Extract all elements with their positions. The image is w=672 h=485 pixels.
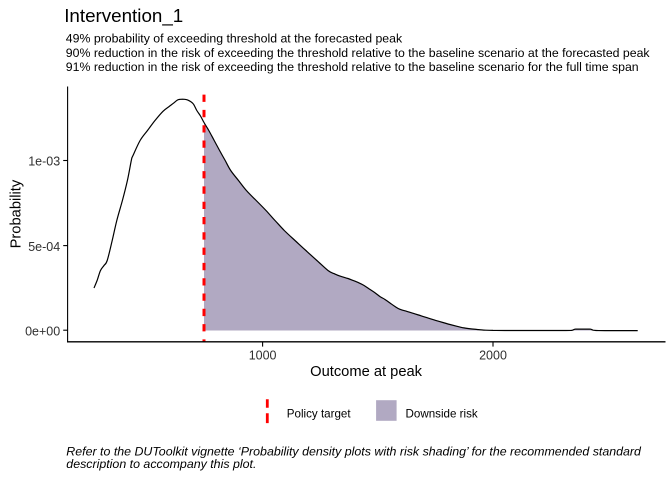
svg-text:Policy target: Policy target: [287, 408, 352, 421]
svg-text:Probability: Probability: [9, 179, 25, 248]
svg-text:Refer to the DUToolkit vignett: Refer to the DUToolkit vignette ‘Probabi…: [66, 445, 642, 459]
svg-text:90% reduction in the risk of e: 90% reduction in the risk of exceeding t…: [66, 46, 651, 60]
svg-text:0e+00: 0e+00: [25, 324, 60, 338]
svg-text:description to accompany this: description to accompany this plot.: [66, 457, 256, 471]
svg-text:1000: 1000: [249, 349, 277, 363]
svg-text:49% probability of exceeding t: 49% probability of exceeding threshold a…: [66, 31, 403, 45]
svg-text:Outcome at peak: Outcome at peak: [310, 364, 423, 380]
svg-text:5e-04: 5e-04: [28, 240, 60, 254]
svg-text:1e-03: 1e-03: [28, 155, 60, 169]
svg-text:2000: 2000: [479, 349, 507, 363]
svg-text:Downside risk: Downside risk: [406, 408, 478, 421]
svg-text:Intervention_1: Intervention_1: [64, 5, 183, 27]
svg-text:91% reduction in the risk of e: 91% reduction in the risk of exceeding t…: [66, 60, 639, 74]
